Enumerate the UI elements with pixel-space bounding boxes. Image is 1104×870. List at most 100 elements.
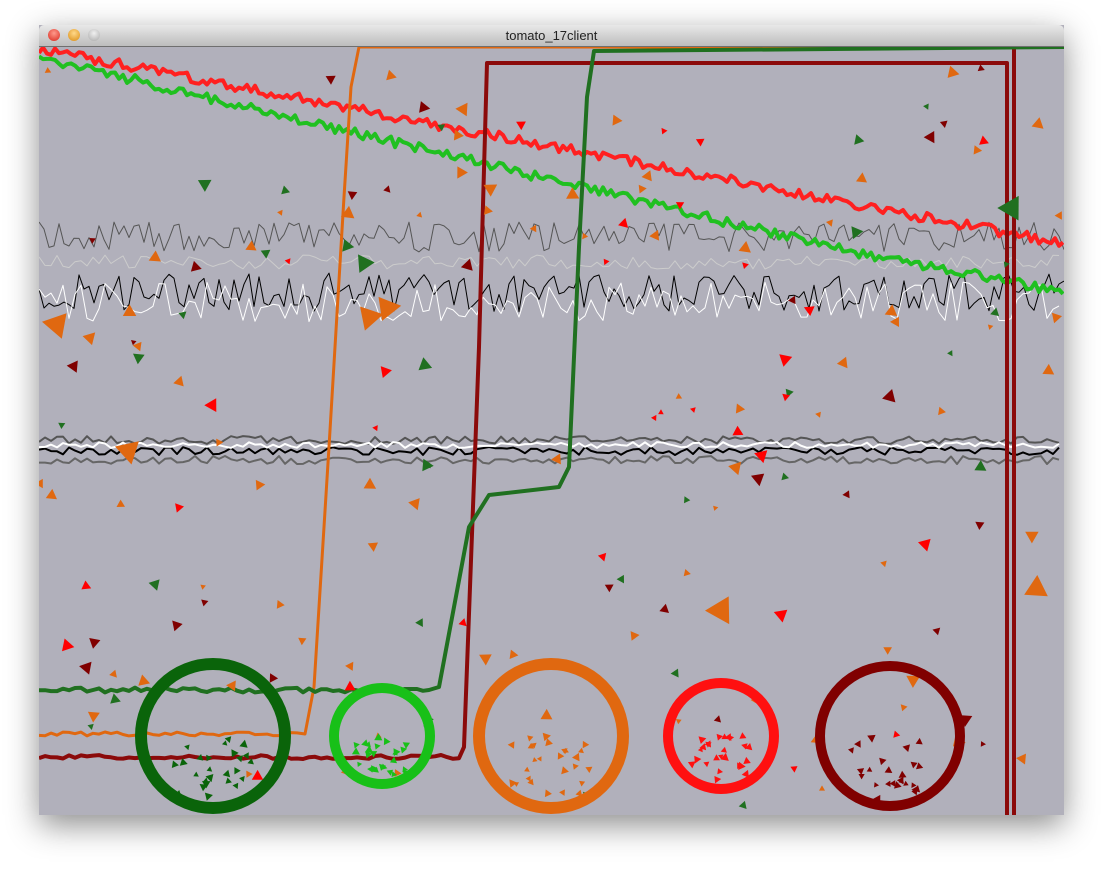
agent-ring: [135, 658, 291, 814]
particle: [437, 124, 446, 132]
particle: [698, 736, 707, 744]
particle: [66, 360, 78, 373]
particle: [742, 262, 749, 269]
particle: [551, 453, 561, 465]
particle: [873, 794, 881, 803]
particle: [172, 620, 183, 632]
particle: [1016, 753, 1026, 765]
particle: [483, 184, 498, 197]
particle: [479, 654, 492, 666]
particle: [854, 740, 861, 748]
particle: [717, 768, 723, 775]
particle: [513, 782, 519, 787]
particle: [184, 744, 190, 751]
particle: [923, 131, 935, 144]
particle: [582, 740, 590, 749]
particle: [848, 747, 854, 754]
particle: [239, 739, 248, 748]
particle: [402, 766, 408, 773]
particle: [199, 784, 208, 792]
particle: [630, 631, 640, 641]
particle: [1031, 117, 1044, 129]
particle: [638, 184, 647, 194]
particle: [699, 743, 707, 751]
particle: [1051, 312, 1062, 324]
particle: [361, 739, 369, 747]
particle: [890, 316, 899, 327]
particle: [977, 64, 985, 72]
app-window: tomato_17client: [39, 25, 1064, 815]
particle: [357, 761, 363, 767]
agent-ring: [473, 658, 629, 814]
particle: [148, 579, 160, 591]
particle: [751, 473, 765, 487]
particle: [422, 458, 434, 472]
particle: [578, 747, 584, 754]
particle: [1024, 575, 1048, 597]
particle: [89, 638, 101, 649]
particle: [418, 357, 433, 371]
particle: [658, 409, 664, 415]
particle: [231, 749, 239, 758]
zoom-button[interactable]: [88, 29, 100, 41]
particle: [703, 761, 710, 768]
particle: [204, 792, 213, 801]
particle: [400, 746, 408, 754]
particle: [867, 734, 876, 743]
red-trend: [39, 47, 1064, 248]
particle: [716, 733, 723, 741]
particle: [525, 775, 531, 782]
particle: [173, 375, 184, 387]
particle: [779, 354, 793, 367]
particle: [884, 304, 898, 316]
particle: [885, 780, 891, 787]
particle: [651, 414, 657, 421]
particle: [704, 740, 711, 748]
particle: [724, 733, 732, 741]
particle: [202, 777, 209, 783]
particle: [371, 765, 378, 773]
particle: [415, 618, 423, 627]
particle: [990, 307, 1000, 317]
particle: [675, 719, 682, 725]
particle: [544, 789, 552, 798]
particle: [939, 120, 948, 128]
particle: [851, 226, 864, 240]
particle: [661, 127, 668, 135]
particle: [206, 766, 213, 772]
particle: [109, 669, 117, 678]
particle: [392, 750, 398, 756]
particle: [803, 306, 815, 316]
particle: [379, 763, 387, 771]
particle: [44, 67, 52, 73]
agent-ring: [329, 683, 435, 789]
particle: [530, 742, 537, 749]
close-button[interactable]: [48, 29, 60, 41]
particle: [788, 295, 796, 305]
particle: [276, 600, 285, 609]
particle: [190, 260, 202, 272]
particle: [974, 460, 987, 471]
particle: [457, 166, 468, 179]
particle: [236, 755, 243, 763]
particle: [383, 185, 391, 193]
particle: [201, 599, 209, 607]
particle: [987, 324, 994, 330]
particle: [744, 743, 753, 751]
particle: [131, 340, 137, 346]
minimize-button[interactable]: [68, 29, 80, 41]
particle: [460, 258, 473, 271]
particle: [866, 766, 873, 772]
particle: [683, 569, 691, 577]
particle: [738, 800, 747, 809]
agent-ring: [815, 661, 965, 811]
particle: [728, 461, 742, 476]
particle: [903, 780, 909, 786]
particle: [773, 609, 788, 623]
particle: [458, 618, 467, 627]
particle: [89, 238, 96, 244]
particle: [670, 668, 679, 678]
particle: [245, 240, 257, 251]
particle: [367, 542, 378, 552]
particle: [883, 647, 892, 655]
